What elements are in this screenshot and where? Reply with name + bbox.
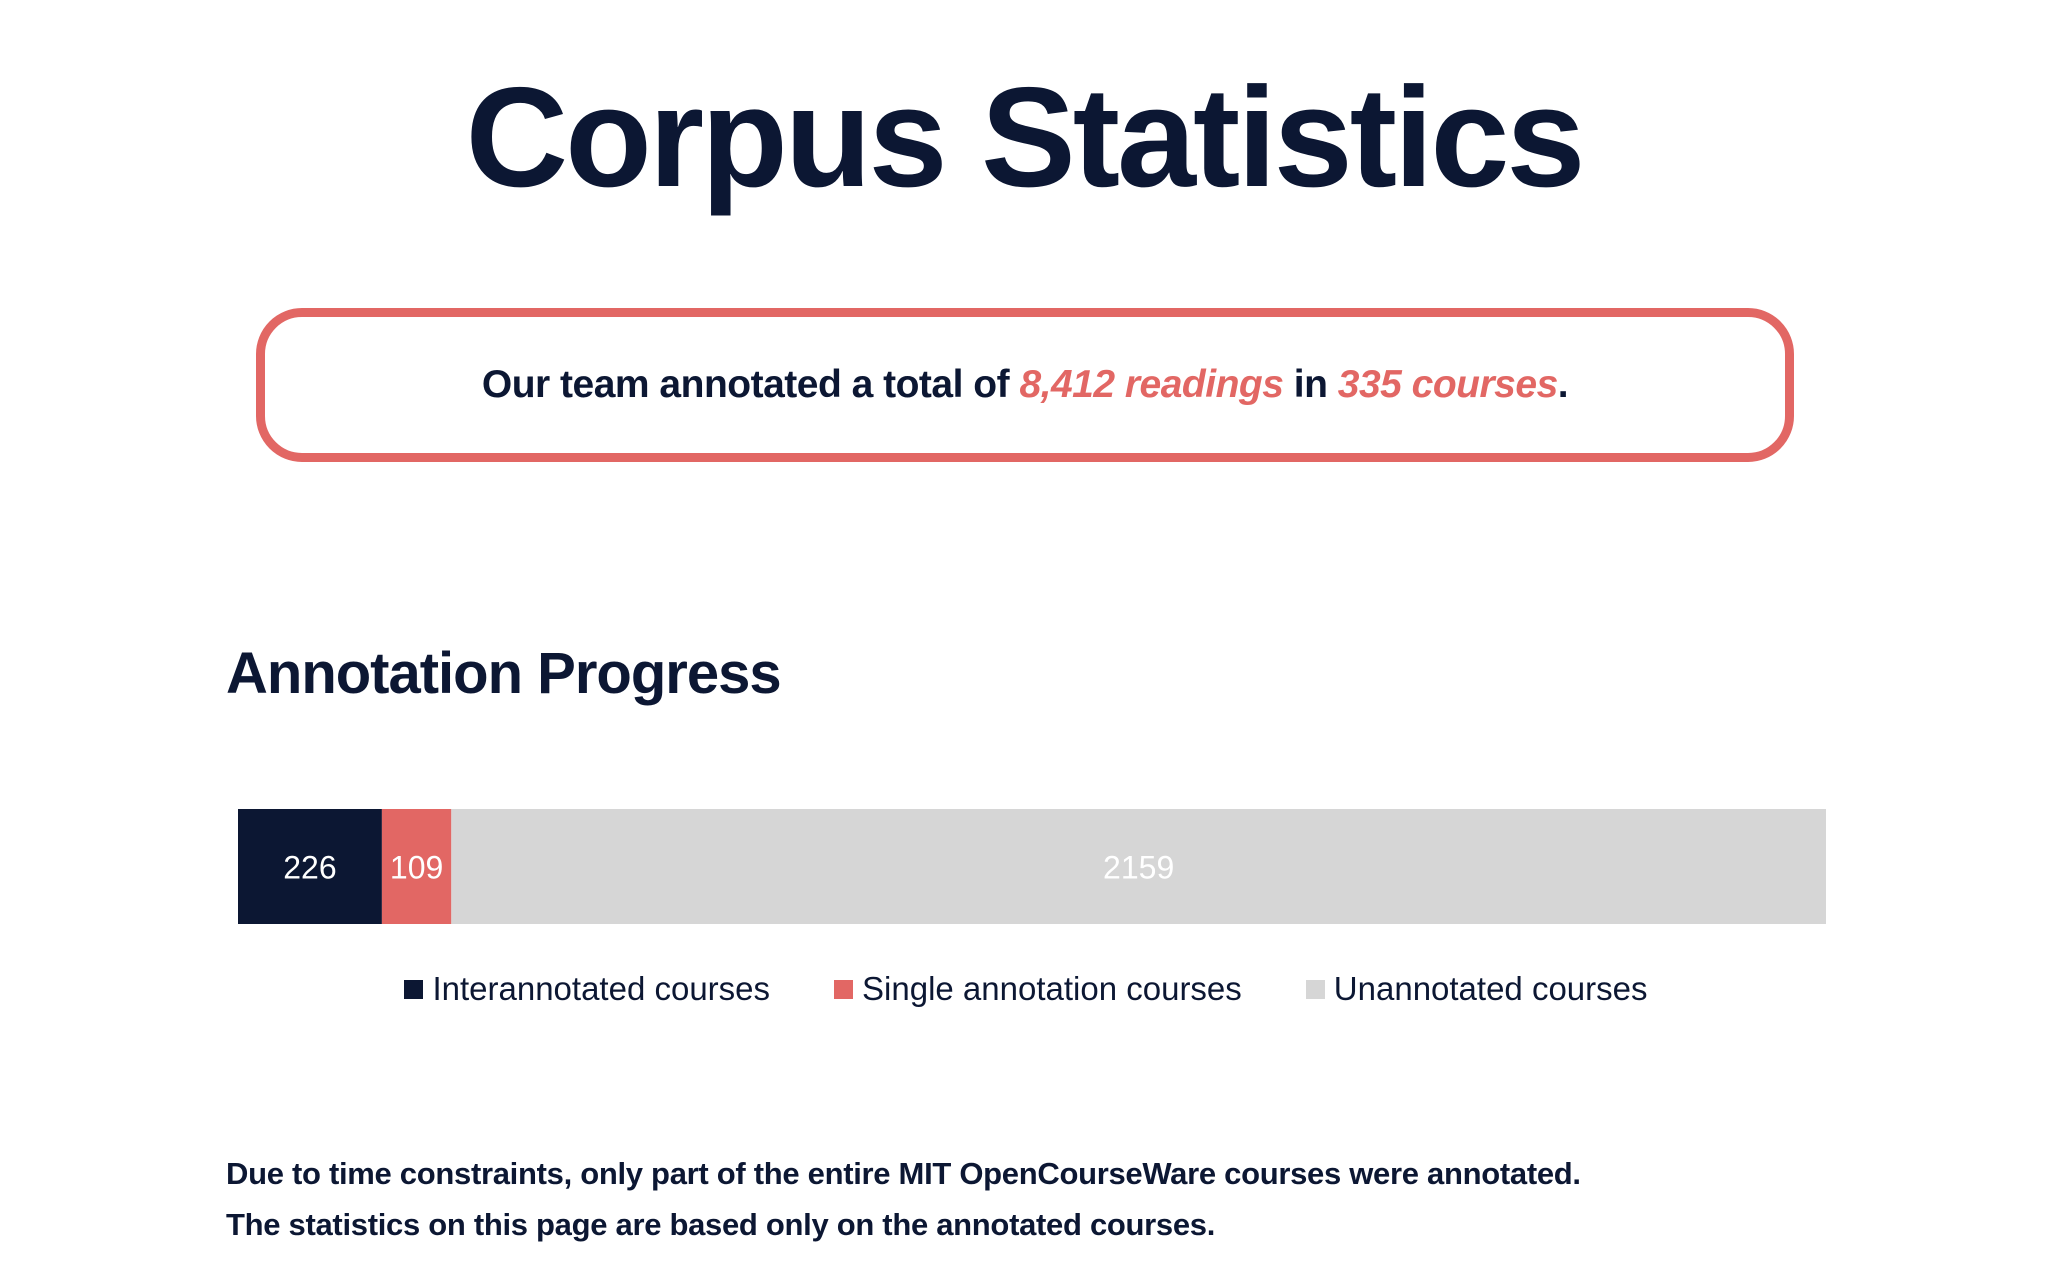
legend-swatch (834, 979, 854, 999)
legend-label: Single annotation courses (862, 970, 1242, 1007)
legend-item-single-annotation-courses: Single annotation courses (834, 970, 1242, 1008)
legend-label: Interannotated courses (432, 970, 771, 1007)
footnote: Due to time constraints, only part of th… (226, 1148, 1581, 1250)
bar-segment-single-annotation-courses (381, 809, 452, 924)
legend-swatch (1305, 979, 1325, 999)
data-label-single-annotation-courses: 109 (390, 850, 443, 886)
footnote-line-2: The statistics on this page are based on… (226, 1207, 1216, 1242)
summary-courses: 335 courses (1337, 363, 1559, 406)
chart-legend: Interannotated courses Single annotation … (0, 970, 2048, 1008)
section-title: Annotation Progress (226, 641, 782, 706)
data-label-unannotated-courses: 2159 (1103, 850, 1174, 886)
bar-segment-interannotated-courses (238, 809, 382, 924)
legend-item-unannotated-courses: Unannotated courses (1305, 970, 1648, 1008)
legend-item-interannotated-courses: Interannotated courses (404, 970, 770, 1008)
footnote-line-1: Due to time constraints, only part of th… (226, 1156, 1581, 1191)
page-title: Corpus Statistics (465, 58, 1586, 217)
bar-segment-unannotated-courses (451, 809, 1826, 924)
legend-label: Unannotated courses (1333, 970, 1648, 1007)
summary-prefix: Our team annotated a total of (481, 363, 1020, 406)
summary-middle: in (1283, 363, 1338, 406)
summary-readings: 8,412 readings (1019, 363, 1284, 406)
data-label-interannotated-courses: 226 (283, 850, 336, 886)
summary-suffix: . (1557, 363, 1569, 406)
summary-box: Our team annotated a total of 8,412 read… (256, 308, 1794, 462)
legend-swatch (404, 979, 424, 999)
